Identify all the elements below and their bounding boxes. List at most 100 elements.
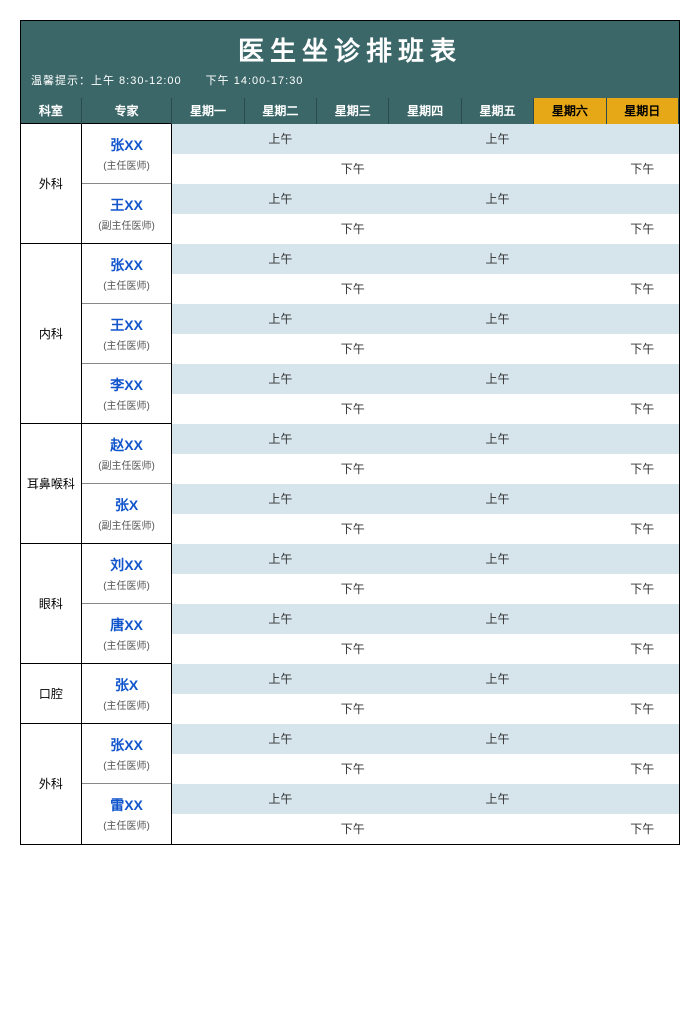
- slot-cell: [389, 484, 461, 514]
- slot-cell: [534, 814, 606, 844]
- col-expert-header: 专家: [81, 98, 171, 124]
- slot-cell: 上午: [244, 784, 316, 814]
- slot-cell: [534, 394, 606, 424]
- col-day-header: 星期三: [317, 98, 389, 124]
- slot-cell: 下午: [606, 514, 678, 544]
- expert-name: 唐XX: [84, 615, 169, 635]
- slot-cell: [172, 274, 244, 304]
- slot-cell: [461, 394, 533, 424]
- slot-cell: [317, 664, 389, 694]
- slot-cell: 下午: [606, 574, 678, 604]
- slot-cell: [172, 664, 244, 694]
- expert-name: 张X: [84, 495, 169, 515]
- expert-title: (主任医师): [84, 637, 169, 652]
- expert-title: (副主任医师): [84, 457, 169, 472]
- expert-cell: 张XX (主任医师): [81, 124, 171, 184]
- slot-cell: 上午: [461, 424, 533, 454]
- slot-cell: 上午: [244, 664, 316, 694]
- table-row: 王XX(副主任医师)上午上午: [21, 184, 679, 214]
- slot-cell: [244, 814, 316, 844]
- slot-cell: [172, 154, 244, 184]
- slot-cell: [244, 634, 316, 664]
- slot-cell: [389, 694, 461, 724]
- expert-cell: 张X(主任医师): [81, 664, 171, 724]
- slot-cell: [172, 754, 244, 784]
- dept-cell: 外科: [21, 724, 81, 844]
- slot-cell: 下午: [606, 814, 678, 844]
- slot-cell: [172, 724, 244, 754]
- slot-cell: [534, 664, 606, 694]
- slot-cell: [534, 574, 606, 604]
- expert-cell: 李XX(主任医师): [81, 364, 171, 424]
- slot-cell: [534, 364, 606, 394]
- slot-cell: [244, 334, 316, 364]
- slot-cell: [172, 304, 244, 334]
- slot-cell: [461, 334, 533, 364]
- slot-cell: [317, 604, 389, 634]
- expert-name: 刘XX: [84, 555, 169, 575]
- table-row: 张X(副主任医师)上午上午: [21, 484, 679, 514]
- slot-cell: [172, 694, 244, 724]
- expert-title: (主任医师): [84, 817, 169, 832]
- expert-name: 李XX: [84, 375, 169, 395]
- slot-cell: [606, 784, 678, 814]
- slot-cell: [317, 124, 389, 154]
- title-bar: 医生坐诊排班表 温馨提示：上午 8:30-12:00 下午 14:00-17:3…: [21, 21, 679, 98]
- slot-cell: [534, 244, 606, 274]
- slot-cell: [534, 154, 606, 184]
- expert-title: (主任医师): [84, 577, 169, 592]
- slot-cell: [534, 484, 606, 514]
- expert-name: 张XX: [84, 135, 169, 155]
- slot-cell: [534, 754, 606, 784]
- slot-cell: 下午: [317, 514, 389, 544]
- slot-cell: [172, 604, 244, 634]
- slot-cell: [534, 334, 606, 364]
- dept-cell: 眼科: [21, 544, 81, 664]
- slot-cell: [534, 784, 606, 814]
- slot-cell: [534, 274, 606, 304]
- table-row: 内科张XX(主任医师)上午上午: [21, 244, 679, 274]
- slot-cell: [534, 514, 606, 544]
- slot-cell: [534, 424, 606, 454]
- slot-cell: 上午: [244, 124, 316, 154]
- col-day-header: 星期五: [461, 98, 533, 124]
- slot-cell: [172, 394, 244, 424]
- slot-cell: [317, 364, 389, 394]
- slot-cell: 上午: [461, 544, 533, 574]
- expert-name: 王XX: [84, 195, 169, 215]
- slot-cell: [389, 214, 461, 244]
- slot-cell: 下午: [317, 274, 389, 304]
- slot-cell: [606, 364, 678, 394]
- slot-cell: [606, 544, 678, 574]
- col-day-header-weekend: 星期日: [606, 98, 678, 124]
- slot-cell: [317, 544, 389, 574]
- slot-cell: [606, 604, 678, 634]
- slot-cell: [389, 814, 461, 844]
- slot-cell: 下午: [606, 754, 678, 784]
- slot-cell: 上午: [461, 364, 533, 394]
- slot-cell: [172, 574, 244, 604]
- slot-cell: 上午: [461, 124, 533, 154]
- expert-cell: 雷XX(主任医师): [81, 784, 171, 844]
- page-title: 医生坐诊排班表: [21, 31, 679, 68]
- slot-cell: 上午: [244, 244, 316, 274]
- slot-cell: [389, 754, 461, 784]
- slot-cell: [461, 574, 533, 604]
- slot-cell: [244, 214, 316, 244]
- slot-cell: [606, 484, 678, 514]
- slot-cell: 上午: [461, 724, 533, 754]
- expert-title: (主任医师): [84, 277, 169, 292]
- slot-cell: [606, 664, 678, 694]
- slot-cell: 上午: [461, 484, 533, 514]
- slot-cell: [389, 544, 461, 574]
- slot-cell: [244, 274, 316, 304]
- slot-cell: [461, 814, 533, 844]
- slot-cell: 上午: [244, 724, 316, 754]
- expert-cell: 唐XX (主任医师): [81, 604, 171, 664]
- slot-cell: 下午: [317, 154, 389, 184]
- expert-cell: 张XX(主任医师): [81, 244, 171, 304]
- table-row: 王XX(主任医师)上午上午: [21, 304, 679, 334]
- expert-title: (主任医师): [84, 157, 169, 172]
- col-day-header: 星期四: [389, 98, 461, 124]
- dept-cell: 口腔: [21, 664, 81, 724]
